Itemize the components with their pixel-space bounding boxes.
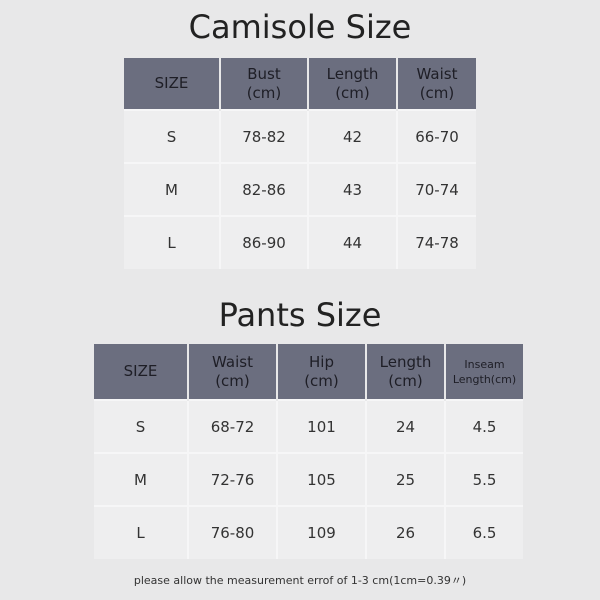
measurement-cell: 25 [365, 452, 445, 506]
pants-title: Pants Size [218, 296, 382, 334]
column-header: SIZE [94, 344, 188, 400]
measurement-cell: 5.5 [444, 452, 523, 506]
measurement-cell: 4.5 [444, 399, 523, 453]
column-header: Inseam Length(cm) [444, 344, 523, 400]
measurement-cell: 101 [276, 399, 366, 453]
size-cell: M [94, 452, 188, 506]
measurement-cell: 76-80 [187, 505, 277, 559]
table-row: L 86-90 44 74-78 [124, 215, 476, 269]
measurement-cell: 68-72 [187, 399, 277, 453]
measurement-cell: 78-82 [219, 109, 308, 163]
measurement-cell: 66-70 [396, 109, 476, 163]
measurement-cell: 26 [365, 505, 445, 559]
measurement-cell: 74-78 [396, 215, 476, 269]
measurement-cell: 109 [276, 505, 366, 559]
column-header: Length (cm) [365, 344, 445, 400]
camisole-size-table: SIZE Bust (cm) Length (cm) Waist (cm) S 78-82 42 6… [124, 58, 476, 269]
measurement-note: please allow the measurement errof of 1-… [133, 574, 467, 587]
table-row: S 78-82 42 66-70 [124, 109, 476, 163]
table-row: S 68-72 101 24 4.5 [94, 399, 523, 453]
measurement-cell: 43 [307, 162, 397, 216]
measurement-cell: 86-90 [219, 215, 308, 269]
table-row: L 76-80 109 26 6.5 [94, 505, 523, 559]
table-row: M 82-86 43 70-74 [124, 162, 476, 216]
column-header: Length (cm) [307, 58, 397, 110]
column-header: SIZE [124, 58, 220, 110]
size-cell: L [94, 505, 188, 559]
camisole-title: Camisole Size [188, 8, 412, 46]
pants-size-table: SIZE Waist (cm) Hip (cm) Length (cm) Inseam Leng… [94, 344, 523, 559]
column-header: Bust (cm) [219, 58, 308, 110]
measurement-cell: 42 [307, 109, 397, 163]
measurement-cell: 44 [307, 215, 397, 269]
size-cell: M [124, 162, 220, 216]
measurement-cell: 24 [365, 399, 445, 453]
table-row: M 72-76 105 25 5.5 [94, 452, 523, 506]
size-cell: S [94, 399, 188, 453]
measurement-cell: 105 [276, 452, 366, 506]
measurement-cell: 82-86 [219, 162, 308, 216]
size-cell: S [124, 109, 220, 163]
measurement-cell: 6.5 [444, 505, 523, 559]
column-header: Waist (cm) [187, 344, 277, 400]
measurement-cell: 72-76 [187, 452, 277, 506]
size-cell: L [124, 215, 220, 269]
column-header: Hip (cm) [276, 344, 366, 400]
measurement-cell: 70-74 [396, 162, 476, 216]
column-header: Waist (cm) [396, 58, 476, 110]
